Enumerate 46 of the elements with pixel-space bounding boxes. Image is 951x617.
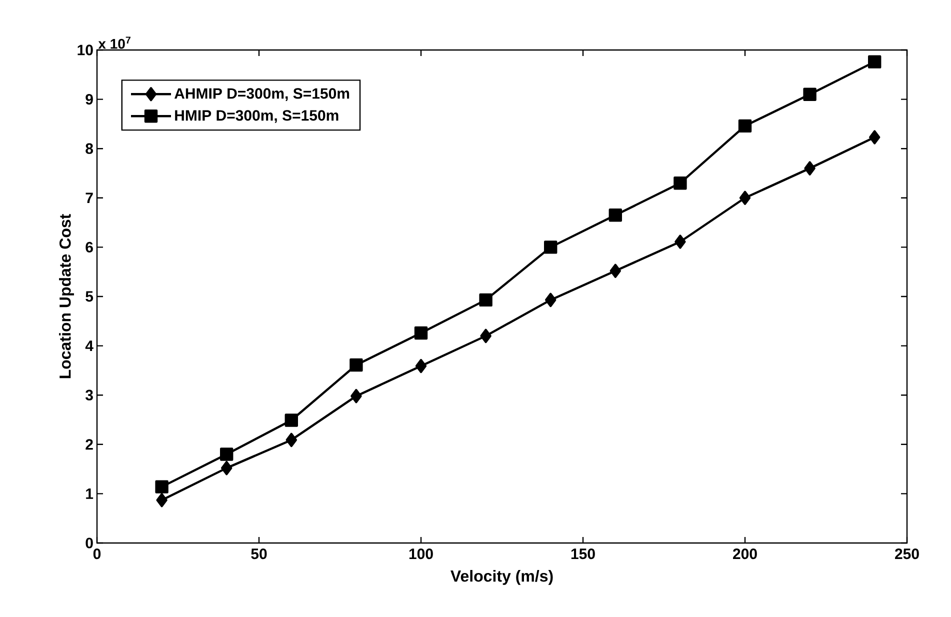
x-axis-title: Velocity (m/s) <box>450 570 553 585</box>
y-axis-title: Location Update Cost <box>59 214 74 378</box>
x-tick-label: 0 <box>93 548 101 560</box>
point <box>674 176 687 190</box>
y-tick-label: 9 <box>86 94 93 105</box>
point <box>803 88 816 101</box>
x-tick-label: 100 <box>409 548 433 560</box>
point <box>738 119 752 133</box>
point <box>868 55 882 68</box>
point <box>415 358 427 374</box>
point <box>286 432 297 448</box>
point <box>284 414 298 427</box>
point <box>220 448 234 461</box>
point <box>608 208 622 222</box>
point <box>544 240 558 254</box>
point <box>350 358 363 372</box>
point <box>350 388 362 404</box>
y-tick-label: 5 <box>86 291 94 302</box>
point <box>869 130 880 144</box>
text: x 10$^{7}$ <box>98 36 130 49</box>
y-tick-label: 4 <box>85 340 94 351</box>
point <box>480 328 492 344</box>
y-tick-label: 2 <box>86 439 93 450</box>
point <box>155 480 168 494</box>
point <box>610 264 622 278</box>
x-tick-label: 150 <box>571 548 595 560</box>
y-tick-label: 6 <box>86 242 93 252</box>
y-tick-label: 10 <box>78 44 93 56</box>
point <box>739 190 751 205</box>
point <box>804 161 816 176</box>
y-tick-label: 0 <box>86 538 93 548</box>
point <box>221 460 232 476</box>
point <box>545 292 556 308</box>
y-tick-label: 3 <box>85 390 93 400</box>
y-tick-label: 8 <box>86 143 94 154</box>
x-tick-label: 200 <box>733 548 757 560</box>
y-tick-label: 1 <box>86 488 94 499</box>
x-tick-label: 250 <box>895 548 919 560</box>
point <box>414 326 428 340</box>
x-tick-label: 50 <box>251 548 267 560</box>
point <box>156 493 168 508</box>
legend-label: HMIP D=300m, S=150m <box>175 110 338 123</box>
legend-label: AHMIP D=300m, S=150m <box>174 88 350 101</box>
point <box>674 234 686 249</box>
y-tick-label: 7 <box>86 192 93 204</box>
point <box>479 293 492 307</box>
